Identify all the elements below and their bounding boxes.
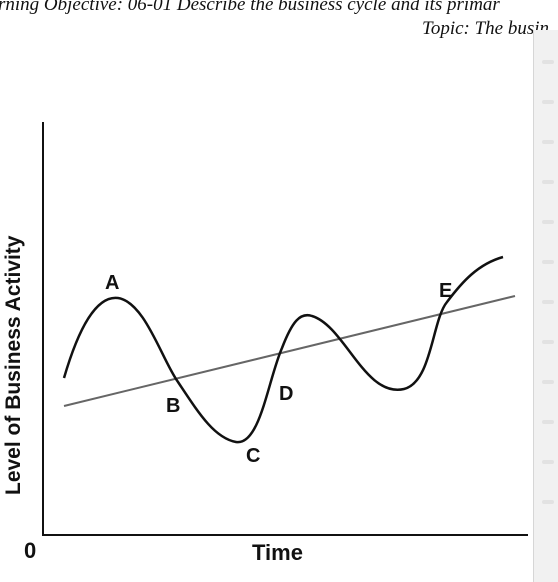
strip-mark — [542, 340, 554, 344]
x-axis-label: Time — [252, 540, 303, 565]
strip-mark — [542, 420, 554, 424]
business-cycle-curve — [62, 255, 504, 444]
learning-objective-header: rning Objective: 06-01 Describe the busi… — [0, 0, 558, 44]
strip-mark — [542, 140, 554, 144]
point-c-label: C — [246, 445, 261, 467]
strip-mark — [542, 260, 554, 264]
strip-mark — [542, 500, 554, 504]
strip-mark — [542, 380, 554, 384]
strip-mark — [542, 300, 554, 304]
point-d-label: D — [279, 383, 294, 405]
page-edge-scrollbar[interactable] — [533, 30, 558, 582]
strip-mark — [542, 100, 554, 104]
origin-label: 0 — [24, 538, 37, 563]
y-axis-label: Level of Business Activity — [2, 235, 25, 495]
point-b-label: B — [166, 395, 181, 417]
point-e-label: E — [439, 280, 453, 302]
learning-objective-text: rning Objective: 06-01 Describe the busi… — [0, 0, 500, 15]
strip-mark — [542, 60, 554, 64]
strip-mark — [542, 460, 554, 464]
point-a-label: A — [105, 272, 120, 294]
strip-mark — [542, 180, 554, 184]
topic-text: Topic: The busin — [422, 18, 550, 39]
strip-mark — [542, 220, 554, 224]
